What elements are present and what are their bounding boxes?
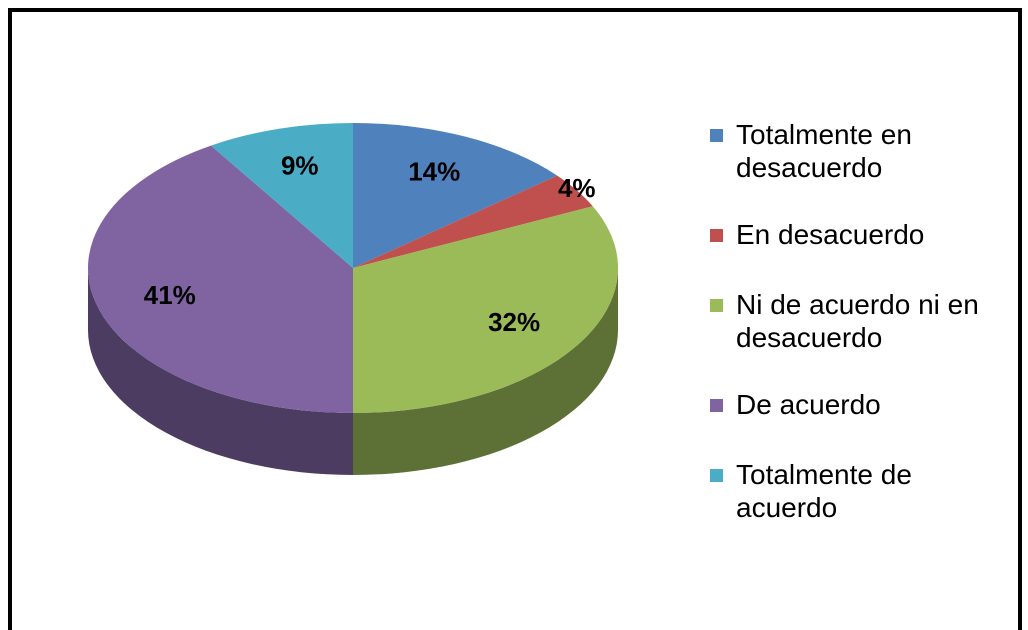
legend-label: De acuerdo [736, 389, 881, 420]
legend-label: Ni de acuerdo ni en desacuerdo [736, 289, 979, 353]
data-label: 4% [558, 173, 596, 203]
chart-frame [8, 8, 1022, 630]
slice [353, 123, 558, 268]
legend-item: Totalmente en desacuerdo [710, 118, 1006, 184]
legend-swatch [710, 299, 723, 312]
data-label: 32% [488, 307, 540, 337]
slice [211, 123, 353, 268]
legend-swatch [710, 229, 723, 242]
legend-item: En desacuerdo [710, 218, 1006, 251]
legend-swatch [710, 469, 723, 482]
data-label: 9% [281, 151, 319, 181]
legend-swatch [710, 129, 723, 142]
slice [88, 145, 353, 413]
data-labels: 14% 4% 32% 41% 9% [144, 151, 596, 337]
data-label: 41% [144, 280, 196, 310]
slice [353, 175, 593, 268]
legend-item: Totalmente de acuerdo [710, 458, 1006, 524]
slice-side [88, 268, 353, 475]
data-label: 14% [408, 156, 460, 186]
slice-side [353, 268, 618, 475]
legend-label: Totalmente en desacuerdo [736, 119, 912, 183]
legend-label: En desacuerdo [736, 219, 925, 250]
legend-item: De acuerdo [710, 388, 1006, 421]
legend-label: Totalmente de acuerdo [736, 459, 912, 523]
pie-sides [88, 268, 618, 475]
pie-tops [88, 123, 618, 413]
legend-swatch [710, 399, 723, 412]
legend-item: Ni de acuerdo ni en desacuerdo [710, 288, 1006, 354]
slice [353, 206, 618, 413]
